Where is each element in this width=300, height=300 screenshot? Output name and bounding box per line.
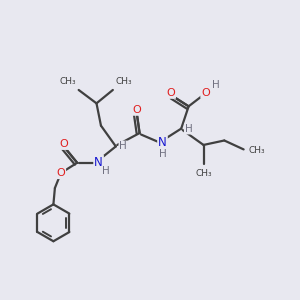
Text: O: O	[132, 105, 141, 115]
Text: H: H	[102, 166, 110, 176]
Text: N: N	[158, 136, 167, 149]
Text: CH₃: CH₃	[116, 76, 132, 85]
Text: CH₃: CH₃	[248, 146, 265, 155]
Text: H: H	[185, 124, 193, 134]
Text: O: O	[59, 139, 68, 149]
Text: O: O	[201, 88, 210, 98]
Text: O: O	[56, 168, 65, 178]
Text: O: O	[167, 88, 175, 98]
Text: H: H	[119, 141, 127, 152]
Text: CH₃: CH₃	[59, 76, 76, 85]
Text: N: N	[94, 156, 103, 169]
Text: H: H	[159, 149, 167, 159]
Text: CH₃: CH₃	[195, 169, 212, 178]
Text: H: H	[212, 80, 220, 90]
